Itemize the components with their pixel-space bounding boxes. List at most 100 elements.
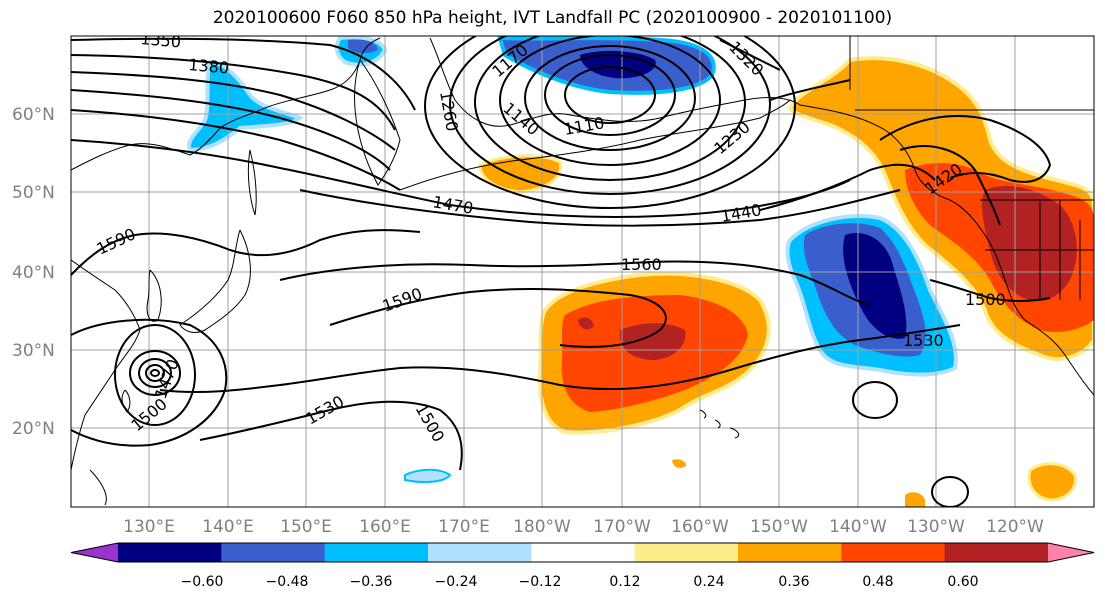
china-coast [71,259,141,471]
typhoon-ring-3 [138,358,172,388]
lat-label: 20°N [12,419,55,439]
contour-1530-south [159,324,961,394]
lon-label: 170°E [438,517,490,537]
colorbar-swatch [428,543,532,562]
colorbar-tick-label: −0.12 [519,574,562,590]
colorbar-swatch [944,543,1049,562]
positive-ivt-core-central [619,323,686,360]
colorbar-swatch [531,543,636,562]
lon-label: 180°W [513,517,571,537]
lat-label: 50°N [12,183,55,203]
typhoon-ring-2 [129,350,181,396]
typhoon-ring-1 [114,324,196,426]
colorbar-tick-label: −0.24 [435,574,478,590]
colorbar: −0.60 −0.48 −0.36 −0.24 −0.12 0.12 0.24 … [70,542,1095,590]
contour-label: 1530 [903,331,944,350]
colorbar-tick-label: −0.48 [266,574,309,590]
hawaii-coast [699,409,740,439]
typhoon-ring-4 [145,364,165,382]
colorbar-tick-label: −0.36 [350,574,393,590]
low-contour-1 [564,66,656,124]
colorbar-extend-low [71,543,118,562]
contour-1420 [899,145,1001,226]
colorbar-swatch [841,543,946,562]
typhoon-ring-5 [150,369,160,377]
positive-ivt-small-bottom [905,492,925,507]
lon-label: 120°W [986,517,1044,537]
contour-label: 1380 [188,55,230,77]
map-title: 2020100600 F060 850 hPa height, IVT Land… [212,8,893,28]
contour-1590-west [71,229,421,276]
lat-label: 30°N [12,341,55,361]
colorbar-outline [70,542,1095,563]
positive-ivt-core-central-small [578,317,594,330]
contour-label: 1350 [140,29,182,51]
low-contour-7 [424,36,796,209]
colorbar-tick-label: 0.12 [609,574,640,590]
colorbar-swatch [221,543,326,562]
korea-coast [146,269,162,322]
japan-coast [179,229,251,333]
colorbar-ticks: −0.60 −0.48 −0.36 −0.24 −0.12 0.12 0.24 … [181,574,979,590]
contour-label: 1560 [621,255,662,274]
lon-label: 130°E [123,517,175,537]
contour-ne-1 [719,39,851,101]
philippines-coast [89,469,107,506]
colorbar-extend-high [1048,543,1094,562]
contour-east-loop [879,115,1052,183]
colorbar-swatch [634,543,739,562]
colorbar-swatch [738,543,842,562]
plot-border [70,35,1095,508]
longitude-labels: 130°E 140°E 150°E 160°E 170°E 180°W 170°… [123,517,1044,537]
low-contour-2 [544,54,676,136]
contour-north-1 [71,71,396,151]
contour-1500-east [929,279,1051,302]
low-contour-4 [499,36,721,166]
positive-ivt-small-bottom-right [1027,462,1077,502]
contour-1350 [71,37,416,111]
contour-1590-center [329,288,667,348]
aleutian-coast [399,99,791,191]
low-contour-3 [524,45,696,151]
kamchatka-coast [354,59,401,186]
typhoon-outer [71,318,228,447]
negative-ivt-core-east [843,233,907,339]
state-borders [985,200,1094,300]
lon-label: 150°E [280,517,332,537]
low-contour-6 [449,36,771,195]
lon-label: 160°E [359,517,411,537]
contour-north-3 [71,109,401,191]
colorbar-tick-label: 0.48 [862,574,893,590]
contour-1380 [71,54,396,131]
contour-1500-south [199,400,463,471]
low-contour-5 [474,36,746,181]
sakhalin-coast [247,149,257,216]
positive-ivt-small-south [672,459,686,468]
lon-label: 170°W [593,517,651,537]
contour-label: 1500 [965,290,1006,309]
colorbar-tick-label: 0.24 [693,574,724,590]
lon-label: 160°W [671,517,729,537]
colorbar-tick-label: 0.60 [947,574,978,590]
latitude-labels: 60°N 50°N 40°N 30°N 20°N [12,105,55,439]
contour-1440 [759,163,936,211]
contour-hawaii-loop [852,381,898,419]
height-contours [71,36,1052,507]
lon-label: 150°W [750,517,808,537]
contour-1560 [279,260,871,306]
colorbar-swatch [118,543,222,562]
contour-north-2 [71,89,391,171]
colorbar-swatch [324,543,429,562]
colorbar-swatches [70,542,1095,563]
lat-label: 60°N [12,105,55,125]
lon-label: 140°E [202,517,254,537]
negative-ivt-small-south [404,468,452,484]
lon-label: 130°W [907,517,965,537]
contour-south-loop [931,476,969,507]
contour-1470 [299,189,901,227]
lon-label: 140°W [829,517,887,537]
colorbar-tick-label: −0.60 [181,574,224,590]
colorbar-tick-label: 0.36 [778,574,809,590]
contour-north-4 [71,139,851,218]
